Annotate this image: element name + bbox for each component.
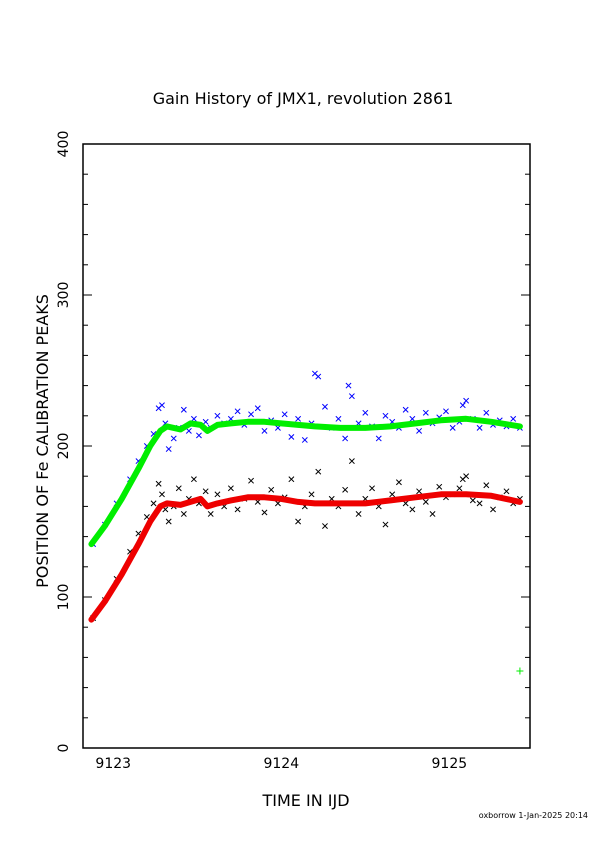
y-axis-label: POSITION OF Fe CALIBRATION PEAKS: [33, 294, 52, 588]
upper-points-point: [348, 393, 355, 400]
upper-points-point: [459, 402, 466, 409]
upper-points-point: [261, 427, 268, 434]
upper-points-point: [335, 415, 342, 422]
upper-points-point: [165, 446, 172, 452]
lower-points-point: [355, 510, 362, 517]
lower-points-point: [436, 483, 443, 490]
lower-points-point: [395, 479, 402, 486]
lower-points-point: [490, 506, 496, 513]
lower-points-point: [190, 476, 197, 483]
upper-points-point: [281, 411, 288, 418]
lower-points-point: [463, 473, 470, 480]
lower-points-point: [503, 488, 510, 495]
upper-points-point: [180, 406, 187, 413]
x-axis-label: TIME IN IJD: [261, 791, 349, 810]
lower-points-point: [483, 482, 490, 489]
lower-points-point: [261, 509, 268, 516]
upper-points-point: [342, 435, 349, 442]
lower-points-point: [469, 497, 476, 504]
upper-points-point: [190, 415, 197, 422]
upper-points-point: [288, 433, 295, 440]
axis-ticks: [83, 143, 530, 749]
upper-points-point: [476, 424, 483, 431]
lower-points-point: [202, 488, 209, 495]
lower-points-point: [348, 458, 355, 465]
upper-points-point: [202, 418, 209, 425]
y-tick-labels: 0 100 200 300 400: [56, 131, 72, 753]
lower-points-point: [409, 506, 416, 513]
upper-points-point: [254, 405, 261, 412]
y-tick-label: 0: [56, 744, 72, 753]
upper-fit-line: [88, 415, 523, 548]
lower-points-point: [175, 485, 182, 492]
lower-points-point: [234, 506, 241, 513]
upper-points-point: [362, 409, 369, 416]
upper-points-point: [483, 409, 490, 416]
upper-points-point: [214, 412, 221, 419]
y-tick-label: 300: [56, 282, 72, 309]
upper-points-point: [248, 411, 254, 418]
x-tick-label: 9124: [263, 756, 299, 772]
lower-points-point: [165, 518, 172, 525]
upper-points-point: [443, 408, 449, 415]
lower-points-point: [342, 486, 349, 493]
upper-points-point: [402, 406, 409, 413]
lower-points-point: [295, 518, 302, 525]
lower-points-point: [155, 480, 162, 487]
lower-points-point: [214, 491, 221, 498]
lower-points-point: [389, 491, 396, 498]
lower-points-point: [422, 498, 429, 505]
chart-title: Gain History of JMX1, revolution 2861: [153, 89, 454, 108]
upper-points-point: [301, 437, 308, 443]
upper-points-point: [375, 435, 382, 442]
x-tick-label: 9123: [95, 756, 131, 772]
y-tick-label: 400: [56, 131, 72, 158]
lower-points-point: [456, 485, 463, 492]
lower-points-point: [180, 510, 187, 517]
upper-points-point: [159, 402, 165, 409]
lower-points-point: [315, 468, 322, 475]
lower-points-point: [429, 510, 436, 517]
upper-points-point: [449, 424, 456, 431]
lower-points-point: [416, 488, 423, 495]
upper-points-point: [185, 427, 192, 434]
y-tick-label: 200: [56, 433, 72, 460]
upper-points-point: [234, 408, 241, 415]
lower-fit-line: [88, 491, 523, 623]
x-tick-label: 9125: [432, 756, 468, 772]
lower-points-point: [150, 500, 157, 507]
upper-points-point: [422, 409, 429, 416]
lower-points-point: [207, 510, 214, 517]
upper-points-point: [322, 403, 328, 410]
upper-points-point: [315, 373, 322, 380]
lower-points-point: [382, 521, 389, 528]
upper-points-point: [295, 415, 302, 422]
upper-points-point: [409, 415, 416, 422]
upper-points-point: [195, 432, 202, 439]
upper-points-point: [510, 415, 517, 422]
plus-marker: [516, 667, 524, 675]
lower-points-point: [248, 477, 254, 484]
y-tick-label: 100: [56, 584, 72, 611]
lower-points-point: [322, 523, 328, 529]
fit-curves: [88, 415, 523, 623]
lower-points-point: [268, 486, 275, 493]
lower-points-point: [227, 485, 234, 492]
lower-points-point: [288, 476, 295, 483]
lower-points-point: [308, 491, 315, 498]
x-tick-labels: 9123 9124 9125: [95, 756, 467, 772]
lower-points-point: [369, 485, 375, 492]
upper-points-point: [382, 412, 389, 419]
footer-credit: oxborrow 1-Jan-2025 20:14: [479, 811, 588, 820]
lower-points-point: [476, 500, 483, 507]
upper-points-point: [416, 427, 423, 434]
lower-points-point: [159, 491, 165, 498]
upper-points-point: [463, 397, 470, 404]
upper-points-point: [345, 382, 352, 389]
upper-points-point: [170, 435, 177, 442]
